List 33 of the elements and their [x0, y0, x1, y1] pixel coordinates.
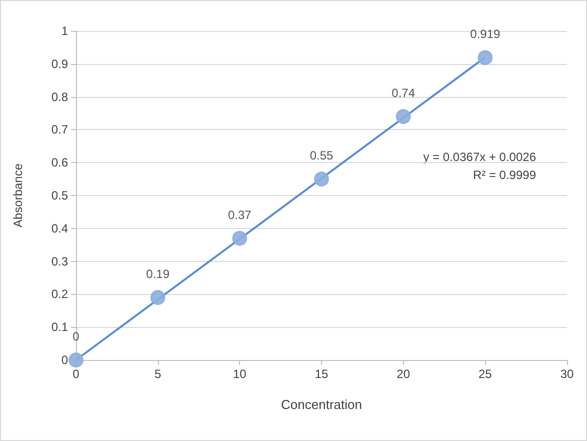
x-tick-label: 20: [396, 367, 410, 381]
y-tick-label: 0.5: [51, 188, 68, 202]
y-tick-label: 0: [61, 353, 68, 367]
data-label: 0.74: [392, 86, 416, 100]
x-tick-label: 15: [314, 367, 328, 381]
y-tick-label: 0.3: [51, 254, 68, 268]
y-tick-label: 0.9: [51, 56, 68, 71]
x-tick-label: 30: [560, 367, 574, 381]
x-tick-label: 5: [154, 367, 162, 381]
y-tick-label: 0.4: [51, 221, 68, 236]
x-axis-title: Concentration: [281, 397, 362, 412]
x-tick-label: 10: [232, 367, 247, 381]
y-tick-label: 0.7: [51, 122, 68, 137]
data-label: 0: [72, 330, 80, 344]
point: [232, 230, 248, 246]
point: [314, 172, 329, 187]
y-tick-label: 1: [61, 24, 68, 38]
y-tick-label: 0.2: [51, 287, 68, 302]
point: [150, 290, 166, 305]
point: [68, 352, 84, 368]
y-tick-label: 0.6: [51, 156, 68, 170]
data-label: 0.37: [228, 208, 252, 222]
data-label: 0.919: [470, 27, 501, 42]
x-tick-label: 0: [72, 367, 80, 381]
data-label: 0.55: [310, 148, 334, 163]
point: [396, 109, 411, 124]
point: [478, 50, 493, 66]
y-tick-label: 0.1: [51, 320, 68, 334]
x-tick-label: 25: [478, 367, 492, 381]
annotation: R² = 0.9999: [472, 168, 536, 182]
data-label: 0.19: [146, 266, 170, 281]
y-axis-title: Absorbance: [11, 163, 25, 228]
y-tick-label: 0.8: [51, 90, 68, 104]
